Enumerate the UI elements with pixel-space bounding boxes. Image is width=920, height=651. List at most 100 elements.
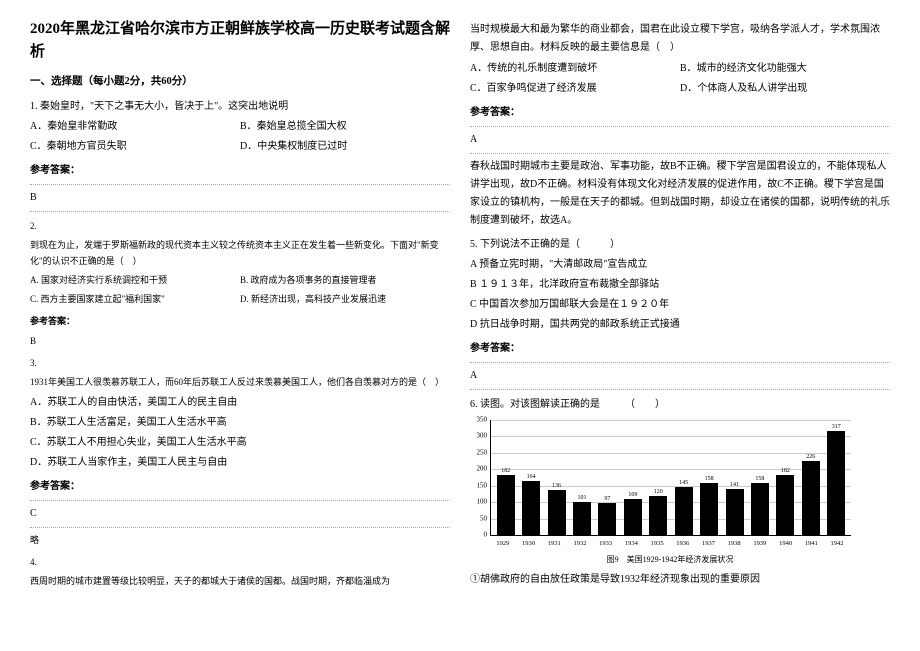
chart-xtick: 1939: [750, 538, 770, 550]
chart-bar: 101: [573, 502, 591, 535]
q5-stem: 5. 下列说法不正确的是（ ）: [470, 236, 890, 254]
chart-bar: 120: [649, 496, 667, 535]
q4-stem-start: 西周时期的城市建置等级比较明显，天子的都城大于诸侯的国都。战国时期，齐都临淄成为: [30, 573, 450, 589]
q1-stem: 1. 秦始皇时，"天下之事无大小，皆决于上"。这突出地说明: [30, 98, 450, 116]
q4-answer: A: [470, 131, 890, 149]
q5-opt-c: C 中国首次参加万国邮联大会是在１９２０年: [470, 296, 890, 314]
q2-options: A. 国家对经济实行系统调控和干预 B. 政府成为各项事务的直接管理者 C. 西…: [30, 272, 450, 308]
chart-ytick: 50: [469, 512, 487, 525]
q2-opt-d: D. 新经济出现，高科技产业发展迅速: [240, 291, 450, 307]
q3-opt-d: D．苏联工人当家作主，美国工人民主与自由: [30, 454, 450, 472]
chart-ytick: 350: [469, 414, 487, 427]
chart-xtick: 1932: [570, 538, 590, 550]
separator: [30, 184, 450, 185]
q3-options: A．苏联工人的自由快活，美国工人的民主自由 B．苏联工人生活富足，美国工人生活水…: [30, 394, 450, 474]
q3-num: 3.: [30, 355, 450, 371]
q1-opt-a: A．秦始皇非常勤政: [30, 118, 240, 136]
q6-stem: 6. 读图。对该图解读正确的是 （ ）: [470, 396, 890, 414]
chart-xtick: 1935: [647, 538, 667, 550]
chart-container: 0501001502002503003501821641361019710912…: [470, 420, 850, 567]
chart-bars: 1821641361019710912014515814115818222631…: [491, 420, 851, 535]
separator: [30, 211, 450, 212]
chart-bar: 158: [751, 483, 769, 535]
chart-xtick: 1930: [519, 538, 539, 550]
chart-bar-label: 141: [730, 480, 739, 491]
separator: [470, 153, 890, 154]
q1-answer-label: 参考答案：: [30, 162, 450, 180]
separator: [30, 527, 450, 528]
q3-opt-a: A．苏联工人的自由快活，美国工人的民主自由: [30, 394, 450, 412]
q4-explain: 春秋战国时期城市主要是政治、军事功能，故B不正确。稷下学宫是国君设立的，不能体现…: [470, 158, 890, 230]
bar-chart: 0501001502002503003501821641361019710912…: [490, 420, 851, 536]
q5-opt-d: D 抗日战争时期，国共两党的邮政系统正式接通: [470, 316, 890, 334]
chart-bar: 145: [675, 487, 693, 535]
chart-xtick: 1931: [544, 538, 564, 550]
q4-opt-c: C．百家争鸣促进了经济发展: [470, 80, 680, 98]
separator: [470, 389, 890, 390]
q5-answer: A: [470, 367, 890, 385]
q6-conclusion: ①胡佛政府的自由放任政策是导致1932年经济现象出现的重要原因: [470, 571, 890, 589]
chart-bar: 109: [624, 499, 642, 535]
chart-bar: 182: [776, 475, 794, 535]
q3-answer-label: 参考答案：: [30, 478, 450, 496]
chart-xtick: 1934: [621, 538, 641, 550]
chart-bar-label: 158: [705, 474, 714, 485]
chart-ytick: 100: [469, 496, 487, 509]
q4-options: A．传统的礼乐制度遭到破坏 B．城市的经济文化功能强大 C．百家争鸣促进了经济发…: [470, 60, 890, 100]
column-left: 2020年黑龙江省哈尔滨市方正朝鲜族学校高一历史联考试题含解析 一、选择题（每小…: [30, 18, 460, 641]
chart-xtick: 1929: [493, 538, 513, 550]
chart-bar-label: 136: [552, 481, 561, 492]
q5-opt-b: B １９１３年，北洋政府宣布裁撤全部驿站: [470, 276, 890, 294]
chart-ytick: 300: [469, 430, 487, 443]
chart-bar-label: 101: [577, 493, 586, 504]
q2-opt-a: A. 国家对经济实行系统调控和干预: [30, 272, 240, 288]
chart-ytick: 0: [469, 529, 487, 542]
chart-bar: 97: [598, 503, 616, 535]
chart-bar-label: 226: [806, 452, 815, 463]
q3-opt-b: B．苏联工人生活富足，美国工人生活水平高: [30, 414, 450, 432]
q3-answer: C: [30, 505, 450, 523]
chart-xtick: 1937: [698, 538, 718, 550]
chart-bar: 226: [802, 461, 820, 535]
q2-answer: B: [30, 333, 450, 349]
q5-opt-a: A 预备立宪时期，"大清邮政局"宣告成立: [470, 256, 890, 274]
chart-bar-label: 97: [604, 494, 610, 505]
page: 2020年黑龙江省哈尔滨市方正朝鲜族学校高一历史联考试题含解析 一、选择题（每小…: [0, 0, 920, 651]
chart-bar: 182: [497, 475, 515, 535]
chart-xtick: 1941: [801, 538, 821, 550]
chart-xtick: 1936: [673, 538, 693, 550]
q4-opt-d: D．个体商人及私人讲学出现: [680, 80, 890, 98]
q5-options: A 预备立宪时期，"大清邮政局"宣告成立 B １９１３年，北洋政府宣布裁撤全部驿…: [470, 256, 890, 336]
q3-note: 略: [30, 532, 450, 548]
chart-x-axis: 1929 1930 1931 1932 1933 1934 1935 1936 1937 1938…: [490, 538, 850, 550]
q5-answer-label: 参考答案：: [470, 340, 890, 358]
chart-xtick: 1938: [724, 538, 744, 550]
q4-opt-b: B．城市的经济文化功能强大: [680, 60, 890, 78]
q1-opt-c: C．秦朝地方官员失职: [30, 138, 240, 156]
chart-bar: 317: [827, 431, 845, 535]
q2-num: 2.: [30, 218, 450, 234]
chart-xtick: 1942: [827, 538, 847, 550]
chart-bar-label: 182: [781, 466, 790, 477]
separator: [470, 126, 890, 127]
q2-opt-b: B. 政府成为各项事务的直接管理者: [240, 272, 450, 288]
chart-bar-label: 109: [628, 490, 637, 501]
q1-answer: B: [30, 189, 450, 207]
q3-stem: 1931年美国工人很羡慕苏联工人，而60年后苏联工人反过来羡慕美国工人，他们各自…: [30, 374, 450, 390]
q4-stem-cont: 当时规模最大和最为繁华的商业都会，国君在此设立稷下学宫，吸纳各学派人才，学术氛围…: [470, 21, 890, 57]
q4-answer-label: 参考答案：: [470, 104, 890, 122]
chart-ytick: 200: [469, 463, 487, 476]
q1-options: A．秦始皇非常勤政 B．秦始皇总揽全国大权 C．秦朝地方官员失职 D．中央集权制…: [30, 118, 450, 158]
chart-xtick: 1933: [596, 538, 616, 550]
q1-opt-b: B．秦始皇总揽全国大权: [240, 118, 450, 136]
separator: [470, 362, 890, 363]
doc-title: 2020年黑龙江省哈尔滨市方正朝鲜族学校高一历史联考试题含解析: [30, 18, 450, 63]
q4-num: 4.: [30, 554, 450, 570]
column-right: 当时规模最大和最为繁华的商业都会，国君在此设立稷下学宫，吸纳各学派人才，学术氛围…: [460, 18, 890, 641]
chart-bar-label: 317: [832, 422, 841, 433]
chart-bar: 158: [700, 483, 718, 535]
chart-bar: 141: [726, 489, 744, 535]
chart-bar: 136: [548, 490, 566, 535]
q2-answer-label: 参考答案：: [30, 313, 450, 329]
chart-bar-label: 182: [501, 466, 510, 477]
